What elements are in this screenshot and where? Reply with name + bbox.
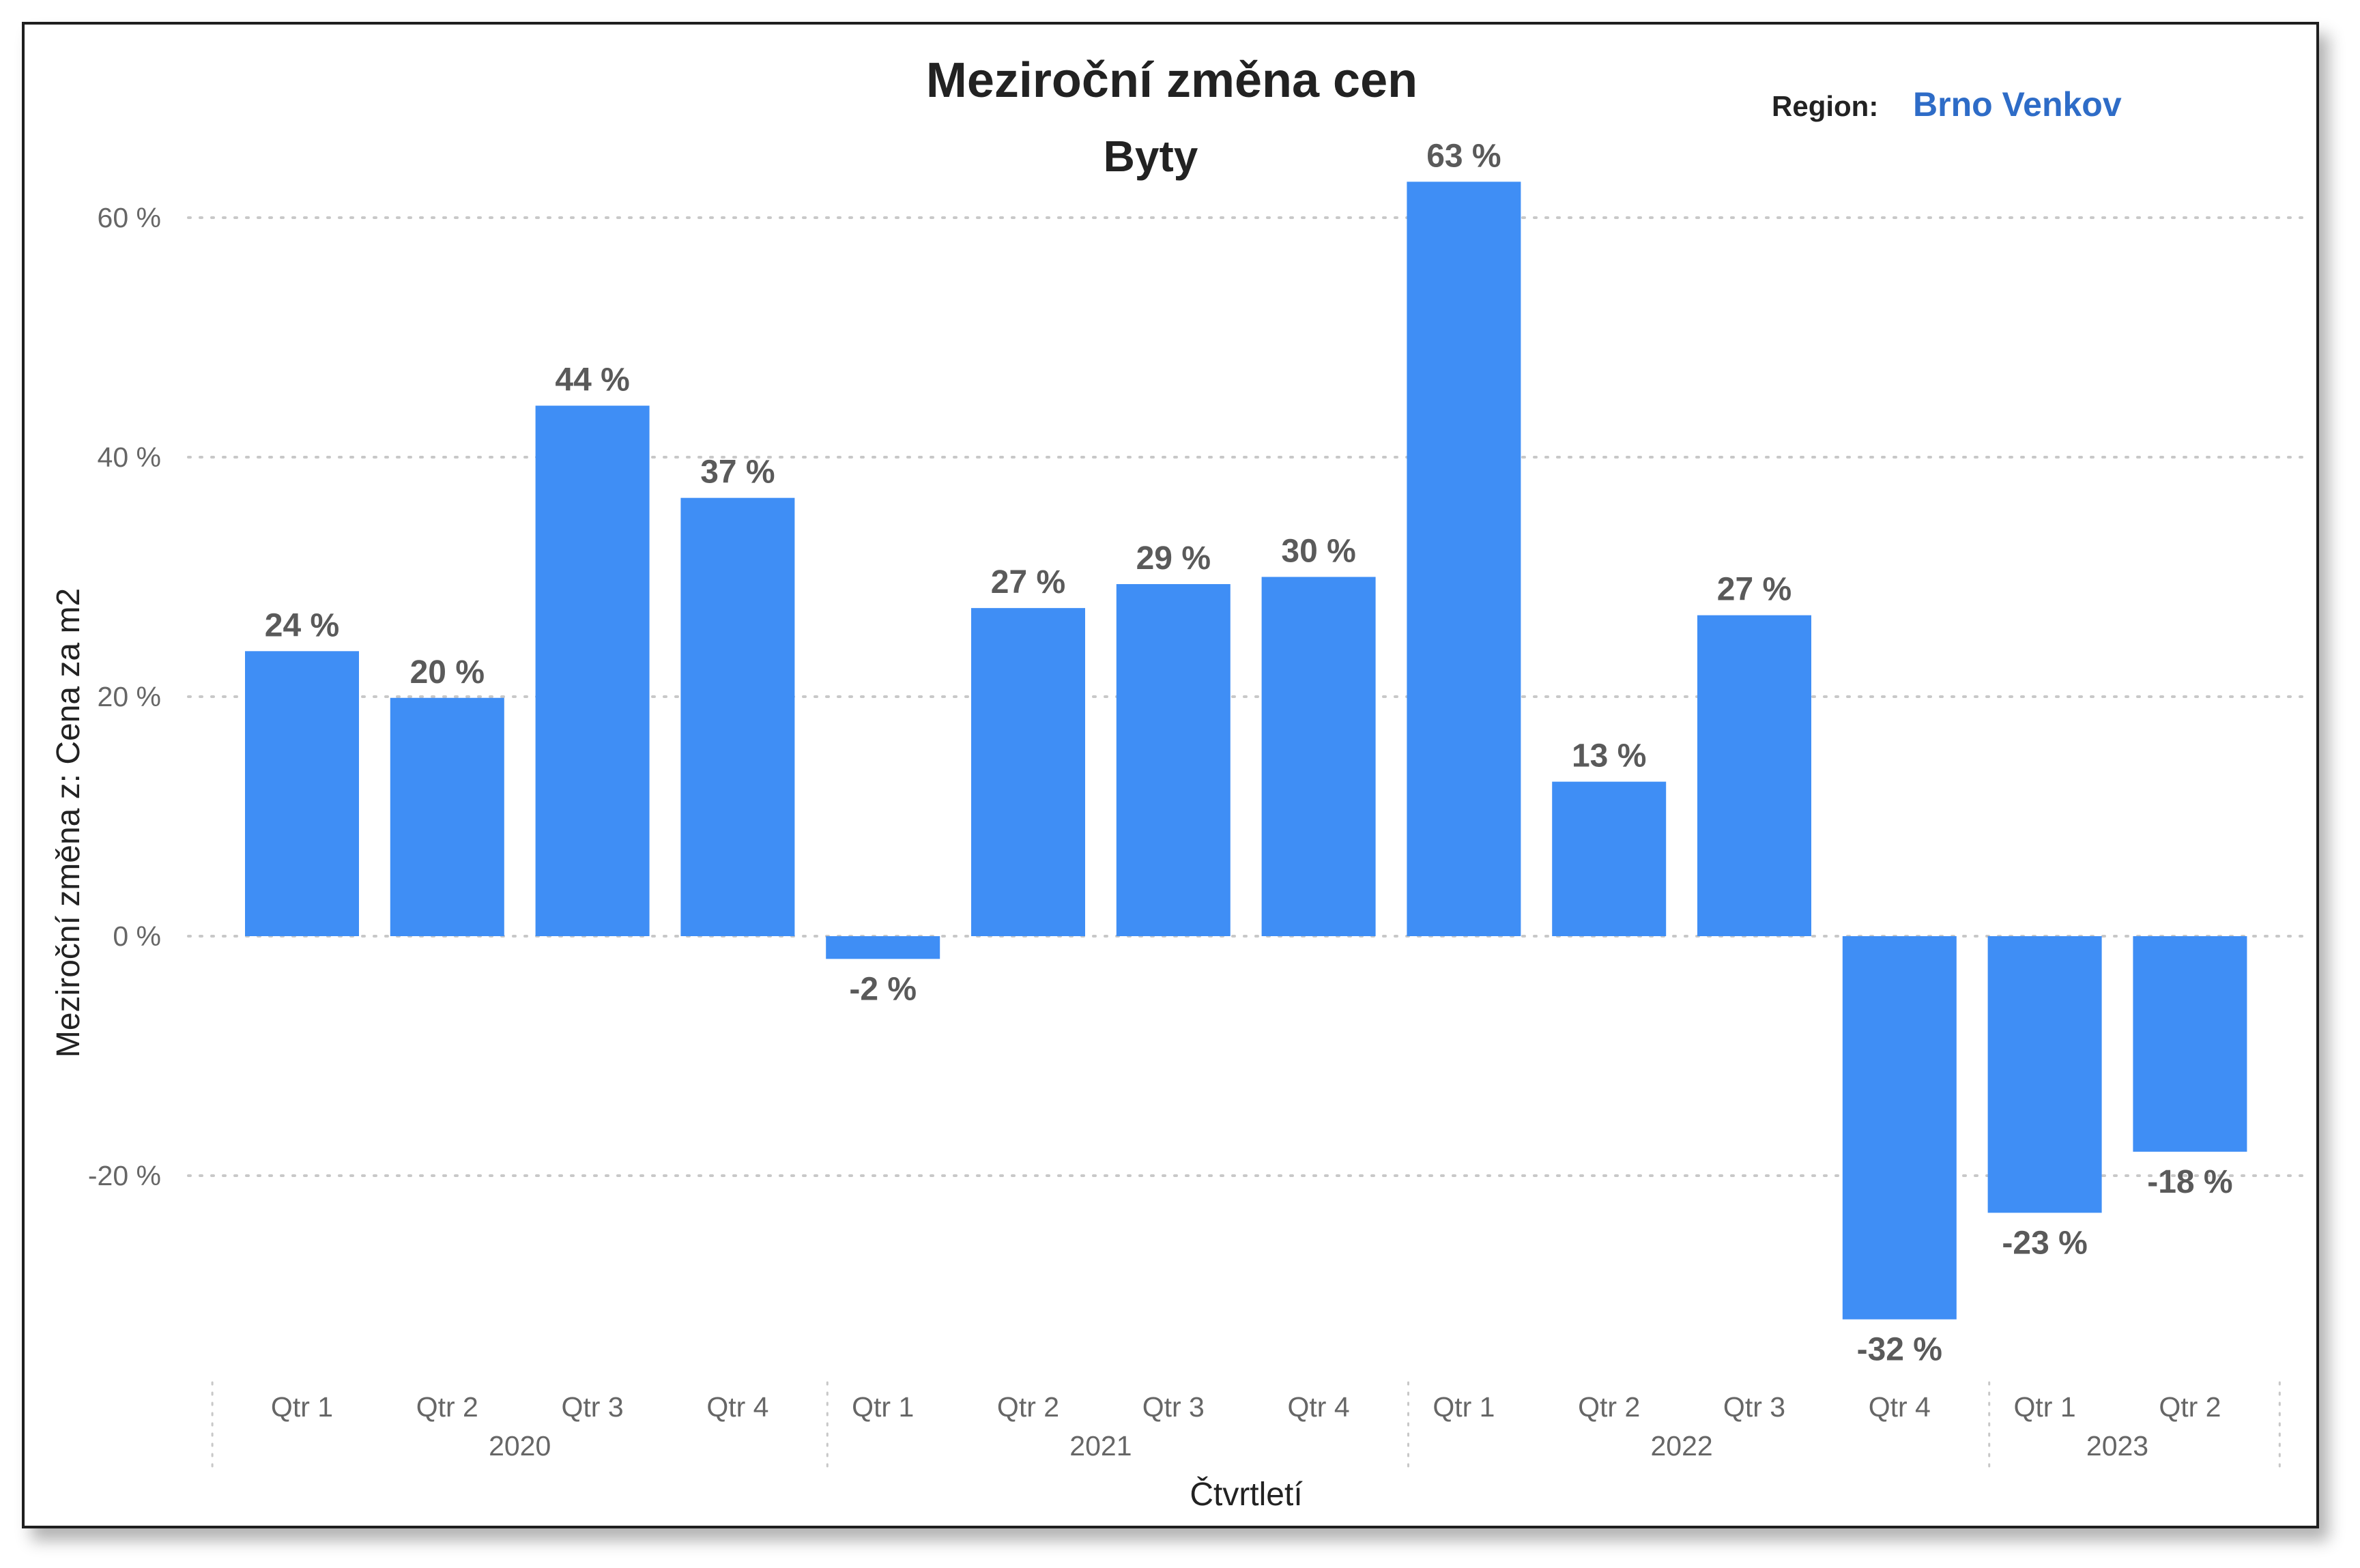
- x-tick-label: Qtr 1: [271, 1391, 333, 1423]
- year-label: 2020: [489, 1430, 551, 1462]
- data-labels: 24 % 20 % 44 % 37 % -2 % 27 % 29 % 30 % 63 % 13 %…: [265, 138, 2233, 1367]
- data-label: 27 %: [1717, 572, 1791, 608]
- y-tick-label: -20 %: [88, 1160, 161, 1191]
- bar[interactable]: [1407, 182, 1521, 937]
- bars: [245, 182, 2247, 1320]
- bar[interactable]: [1987, 936, 2102, 1213]
- data-label: 13 %: [1572, 738, 1646, 774]
- x-tick-label: Qtr 4: [706, 1391, 768, 1423]
- data-label: 30 %: [1281, 534, 1355, 570]
- data-label: -2 %: [849, 971, 917, 1007]
- y-axis-ticks: 60 % 40 % 20 % 0 % -20 %: [88, 202, 161, 1191]
- x-tick-label: Qtr 2: [1578, 1391, 1640, 1423]
- x-tick-label: Qtr 1: [852, 1391, 914, 1423]
- data-label: 20 %: [410, 654, 485, 691]
- chart-subtitle: Byty: [1104, 132, 1198, 181]
- bar[interactable]: [2133, 936, 2247, 1152]
- x-tick-label: Qtr 3: [1723, 1391, 1785, 1423]
- chart-canvas: Meziroční změna cen Byty Region: Brno Ve…: [51, 53, 2309, 1513]
- data-label: 27 %: [991, 564, 1065, 600]
- data-label: 29 %: [1136, 540, 1211, 577]
- data-label: 37 %: [700, 454, 775, 491]
- x-tick-label: Qtr 4: [1869, 1391, 1931, 1423]
- year-label: 2021: [1069, 1430, 1132, 1462]
- bar[interactable]: [1697, 615, 1811, 936]
- chart-title: Meziroční změna cen: [926, 53, 1418, 108]
- bar[interactable]: [1116, 584, 1231, 936]
- y-tick-label: 20 %: [98, 681, 161, 712]
- x-tick-label: Qtr 2: [2159, 1391, 2221, 1423]
- region-value[interactable]: Brno Venkov: [1913, 85, 2122, 124]
- x-tick-label: Qtr 1: [2014, 1391, 2076, 1423]
- y-tick-label: 0 %: [113, 920, 161, 952]
- y-axis-title: Meziroční změna z: Cena za m2: [51, 588, 87, 1058]
- bar[interactable]: [535, 405, 650, 936]
- data-label: 63 %: [1426, 138, 1501, 174]
- year-label: 2022: [1650, 1430, 1712, 1462]
- bar[interactable]: [826, 936, 940, 959]
- data-label: -32 %: [1857, 1332, 1942, 1368]
- x-tick-label: Qtr 1: [1433, 1391, 1495, 1423]
- data-label: -18 %: [2147, 1164, 2232, 1200]
- data-label: 44 %: [555, 362, 629, 398]
- region-label: Region:: [1772, 90, 1878, 122]
- bar[interactable]: [1842, 936, 1957, 1320]
- x-tick-label: Qtr 2: [416, 1391, 478, 1423]
- bar[interactable]: [971, 608, 1085, 936]
- x-tick-label: Qtr 3: [1142, 1391, 1205, 1423]
- bar[interactable]: [1552, 781, 1667, 936]
- y-tick-label: 60 %: [98, 202, 161, 233]
- chart-frame: Meziroční změna cen Byty Region: Brno Ve…: [22, 22, 2319, 1528]
- x-tick-label: Qtr 2: [997, 1391, 1059, 1423]
- x-axis: Qtr 1 Qtr 2 Qtr 3 Qtr 4 Qtr 1 Qtr 2 Qtr 3 Qtr 4…: [211, 1381, 2281, 1472]
- x-tick-label: Qtr 4: [1288, 1391, 1350, 1423]
- y-tick-label: 40 %: [98, 441, 161, 473]
- data-label: -23 %: [2002, 1225, 2087, 1261]
- data-label: 24 %: [265, 607, 339, 643]
- x-tick-label: Qtr 3: [562, 1391, 624, 1423]
- year-label: 2023: [2086, 1430, 2148, 1462]
- bar[interactable]: [245, 651, 359, 936]
- bar[interactable]: [1261, 577, 1376, 937]
- bar[interactable]: [390, 697, 504, 936]
- x-axis-title: Čtvrtletí: [1190, 1476, 1303, 1513]
- bar[interactable]: [680, 497, 795, 936]
